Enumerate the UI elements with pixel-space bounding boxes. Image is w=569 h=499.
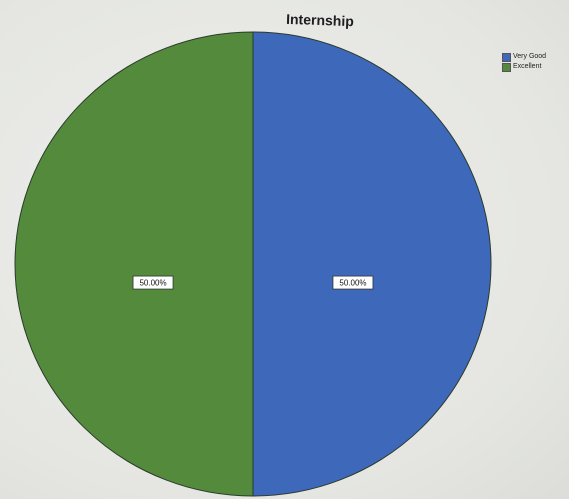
- legend-label-very-good: Very Good: [513, 53, 547, 60]
- pie-slice-excellent: [14, 31, 254, 497]
- pie-slice-very-good: [252, 31, 492, 497]
- legend-item-very-good: Very Good: [502, 52, 569, 62]
- svg-text:50.00%: 50.00%: [339, 279, 366, 288]
- legend-swatch-excellent: [502, 62, 511, 72]
- data-label-excellent: 50.00%: [132, 275, 174, 290]
- legend-label-excellent: Excellent: [513, 63, 542, 70]
- legend: Very Good Excellent: [502, 52, 569, 72]
- legend-swatch-very-good: [502, 52, 511, 62]
- data-label-very-good: 50.00%: [332, 275, 374, 290]
- svg-text:50.00%: 50.00%: [139, 279, 166, 288]
- legend-item-excellent: Excellent: [502, 62, 569, 72]
